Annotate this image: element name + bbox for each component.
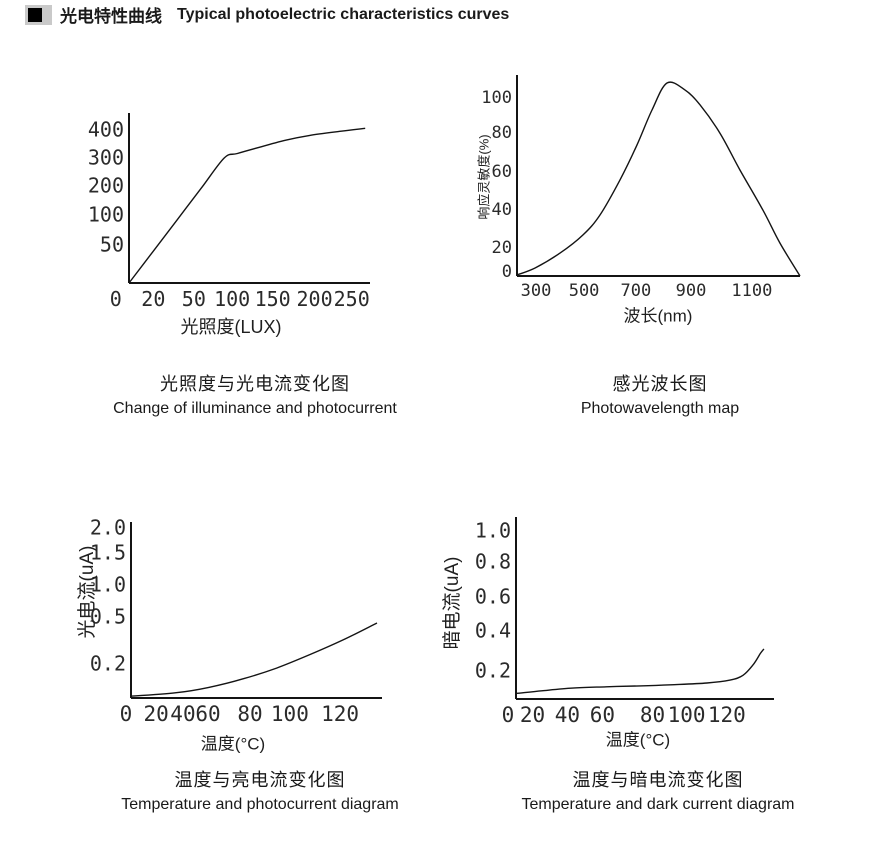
x-tick-label: 120 — [321, 702, 359, 726]
curve — [515, 648, 765, 695]
x-tick-label: 500 — [569, 281, 600, 301]
x-tick-label: 1100 — [731, 281, 772, 301]
x-tick-label: 100 — [214, 287, 250, 311]
chart-temperature-photocurrent: 2.0 1.5 1.0 0.5 0.2 0 20 40 60 80 100 120 温度(°C) 光电流(… — [50, 510, 400, 765]
x-axis-title: 温度(°C) — [606, 730, 670, 749]
x-tick-label: 50 — [182, 287, 206, 311]
caption-illuminance-photocurrent: 光照度与光电流变化图 Change of illuminance and pho… — [55, 370, 455, 418]
x-axis-title: 温度(°C) — [201, 734, 265, 753]
y-tick-label: 50 — [100, 232, 124, 256]
x-tick-label: 40 — [170, 702, 195, 726]
caption-temperature-photocurrent: 温度与亮电流变化图 Temperature and photocurrent d… — [60, 766, 460, 814]
chart-canvas: 1.0 0.8 0.6 0.4 0.2 0 20 40 60 80 100 120 温度(°C) 暗电流(… — [441, 517, 774, 749]
x-tick-label: 100 — [668, 703, 706, 727]
y-tick-label: 0.5 — [90, 604, 126, 628]
x-tick-label: 40 — [555, 703, 580, 727]
section-title-en: Typical photoelectric characteristics cu… — [177, 5, 510, 23]
x-tick-label: 900 — [676, 281, 707, 301]
section-marker — [25, 4, 52, 25]
section-title-cn: 光电特性曲线 — [60, 7, 162, 26]
x-tick-label: 700 — [621, 281, 652, 301]
y-tick-label: 60 — [492, 162, 512, 182]
y-axis-title: 光电流(uA) — [76, 546, 98, 639]
x-tick-label: 200 — [297, 287, 333, 311]
caption-temperature-darkcurrent: 温度与暗电流变化图 Temperature and dark current d… — [458, 766, 858, 814]
caption-spectral-response: 感光波长图 Photowavelength map — [470, 370, 850, 418]
y-axis-title: 响应灵敏度(%) — [476, 134, 491, 219]
y-tick-label: 100 — [481, 88, 512, 108]
y-tick-label: 0.4 — [475, 619, 511, 643]
y-tick-label: 200 — [88, 173, 124, 197]
y-axis-title: 暗电流(uA) — [441, 557, 463, 650]
caption-cn: 温度与亮电流变化图 — [174, 770, 346, 790]
x-axis-title: 光照度(LUX) — [180, 317, 281, 337]
x-tick-label: 60 — [195, 702, 220, 726]
y-tick-label: 0.2 — [90, 651, 126, 675]
section-header: 光电特性曲线 Typical photoelectric characteris… — [25, 2, 509, 27]
y-tick-label: 40 — [492, 200, 512, 220]
y-tick-label: 300 — [88, 146, 124, 170]
curve — [128, 127, 366, 284]
x-tick-label: 120 — [708, 703, 746, 727]
y-tick-label: 100 — [88, 203, 124, 227]
caption-cn: 光照度与光电流变化图 — [160, 374, 350, 394]
x-tick-label: 100 — [271, 702, 309, 726]
y-tick-label: 1.5 — [90, 541, 126, 565]
x-tick-label: 20 — [520, 703, 545, 727]
caption-en: Change of illuminance and photocurrent — [113, 400, 397, 417]
black-square-icon — [28, 7, 42, 22]
caption-en: Photowavelength map — [580, 400, 740, 417]
caption-en: Temperature and photocurrent diagram — [121, 796, 399, 813]
chart-canvas: 2.01.5 1.0 0.5 0.2 0 20 40 60 80 100 120 温度(°C) 光电流(… — [76, 516, 382, 753]
x-axis-title: 波长(nm) — [624, 306, 693, 325]
caption-en: Temperature and dark current diagram — [521, 796, 795, 813]
y-tick-label: 2.0 — [90, 516, 126, 540]
x-tick-label: 250 — [334, 287, 370, 311]
caption-cn: 感光波长图 — [612, 374, 708, 394]
chart-canvas: 100 80 60 40 20 0 300 500 700 900 1100 波长(nm) 响应灵敏度(… — [476, 75, 801, 325]
x-tick-label: 0 — [502, 703, 515, 727]
curve — [130, 622, 378, 697]
y-tick-label: 1.0 — [90, 573, 126, 597]
x-tick-label: 0 — [120, 702, 133, 726]
y-tick-label: 0.6 — [475, 584, 511, 608]
curve — [516, 81, 801, 277]
x-tick-label: 20 — [143, 702, 168, 726]
chart-spectral-response: 100 80 60 40 20 0 300 500 700 900 1100 波长(nm) 响应灵敏度(… — [430, 65, 820, 330]
y-tick-label: 20 — [492, 238, 512, 258]
x-tick-label: 300 — [521, 281, 552, 301]
caption-cn: 温度与暗电流变化图 — [572, 770, 744, 790]
y-tick-label: 80 — [492, 123, 512, 143]
x-tick-label: 0 — [110, 287, 122, 311]
x-tick-label: 80 — [237, 702, 262, 726]
x-tick-label: 60 — [590, 703, 615, 727]
x-tick-label: 150 — [255, 287, 291, 311]
x-tick-label: 80 — [640, 703, 665, 727]
y-tick-label: 0.2 — [475, 659, 511, 683]
chart-illuminance-photocurrent: 400 300 200 100 50 0 20 50 100 150 200 250 光照度(LUX) — [50, 100, 395, 345]
y-tick-label: 1.0 — [475, 518, 511, 542]
chart-temperature-darkcurrent: 1.0 0.8 0.6 0.4 0.2 0 20 40 60 80 100 120 温度(°C) 暗电流(… — [425, 505, 795, 765]
y-tick-label: 400 — [88, 118, 124, 142]
y-tick-label: 0 — [502, 262, 512, 282]
x-tick-label: 20 — [141, 287, 165, 311]
y-tick-label: 0.8 — [475, 550, 511, 574]
